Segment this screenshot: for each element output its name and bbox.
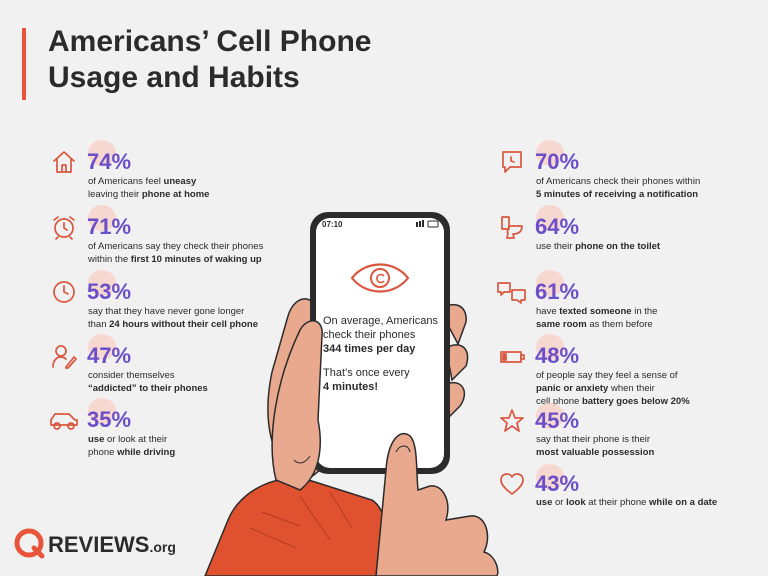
- title-accent-bar: [22, 28, 26, 100]
- stat-description: say that they have never gone longer tha…: [88, 306, 258, 330]
- highlight-blob: [536, 140, 564, 166]
- stat-percent: 43%: [535, 471, 580, 496]
- stat-description: have texted someone in the same room as …: [536, 306, 658, 330]
- stat-description: of Americans feel uneasy leaving their p…: [88, 176, 210, 200]
- phone-time: 07:10: [322, 220, 343, 229]
- highlight-blob: [88, 270, 116, 296]
- highlight-blob: [536, 205, 564, 231]
- texting-icon: [496, 278, 528, 306]
- stat-percent: 47%: [87, 343, 132, 368]
- title-line-1: Americans’ Cell Phone: [48, 25, 372, 58]
- star-icon: [498, 407, 526, 435]
- car-icon: [48, 406, 80, 434]
- reviews-logo-icon: [14, 528, 45, 559]
- stat-percent: 53%: [87, 279, 132, 304]
- title-line-2: Usage and Habits: [48, 61, 300, 94]
- logo-suffix: .org: [149, 539, 176, 555]
- highlight-blob: [88, 205, 116, 231]
- stat-description: consider themselves “addicted” to their …: [88, 370, 208, 394]
- house-icon: [50, 148, 78, 176]
- stat-description: use their phone on the toilet: [536, 241, 661, 252]
- highlight-blob: [88, 334, 116, 360]
- phone-text-3: 344 times per day: [323, 343, 416, 355]
- heart-icon: [498, 470, 526, 498]
- eye-icon: [350, 263, 410, 293]
- phone-text-4: That’s once every: [323, 367, 410, 379]
- stat-description: say that their phone is their most valua…: [536, 434, 655, 458]
- stat-percent: 64%: [535, 214, 580, 239]
- reviews-logo-text: REVIEWS.org: [48, 532, 176, 558]
- phone-message: On average, Americans check their phones…: [323, 314, 443, 394]
- stat-description: of Americans check their phones within 5…: [536, 176, 701, 200]
- stat-percent: 35%: [87, 407, 132, 432]
- highlight-blob: [88, 140, 116, 166]
- person-edit-icon: [50, 342, 78, 370]
- highlight-blob: [536, 270, 564, 296]
- highlight-blob: [536, 403, 564, 429]
- highlight-blob: [88, 398, 116, 424]
- stat-percent: 48%: [535, 343, 580, 368]
- phone-text-5: 4 minutes!: [323, 381, 379, 393]
- logo-name: REVIEWS: [48, 532, 150, 557]
- phone-text-2: check their phones: [323, 329, 416, 341]
- chat-icon: [498, 148, 526, 176]
- stat-description: use or look at their phone while driving: [88, 434, 176, 458]
- toilet-icon: [498, 213, 526, 241]
- clock-icon: [50, 278, 78, 306]
- stat-description: of people say they feel a sense of panic…: [536, 370, 690, 407]
- stat-percent: 61%: [535, 279, 580, 304]
- stat-description: of Americans say they check their phones…: [88, 241, 264, 265]
- phone-text-1: On average, Americans: [323, 315, 438, 327]
- page-title: Americans’ Cell Phone Usage and Habits: [48, 24, 448, 96]
- highlight-blob: [536, 464, 564, 490]
- stat-percent: 71%: [87, 214, 132, 239]
- stat-percent: 45%: [535, 408, 580, 433]
- alarm-clock-icon: [50, 213, 78, 241]
- stat-percent: 74%: [87, 149, 132, 174]
- stat-percent: 70%: [535, 149, 580, 174]
- battery-icon: [498, 342, 526, 370]
- stat-description: use or look at their phone while on a da…: [536, 497, 718, 508]
- highlight-blob: [536, 334, 564, 360]
